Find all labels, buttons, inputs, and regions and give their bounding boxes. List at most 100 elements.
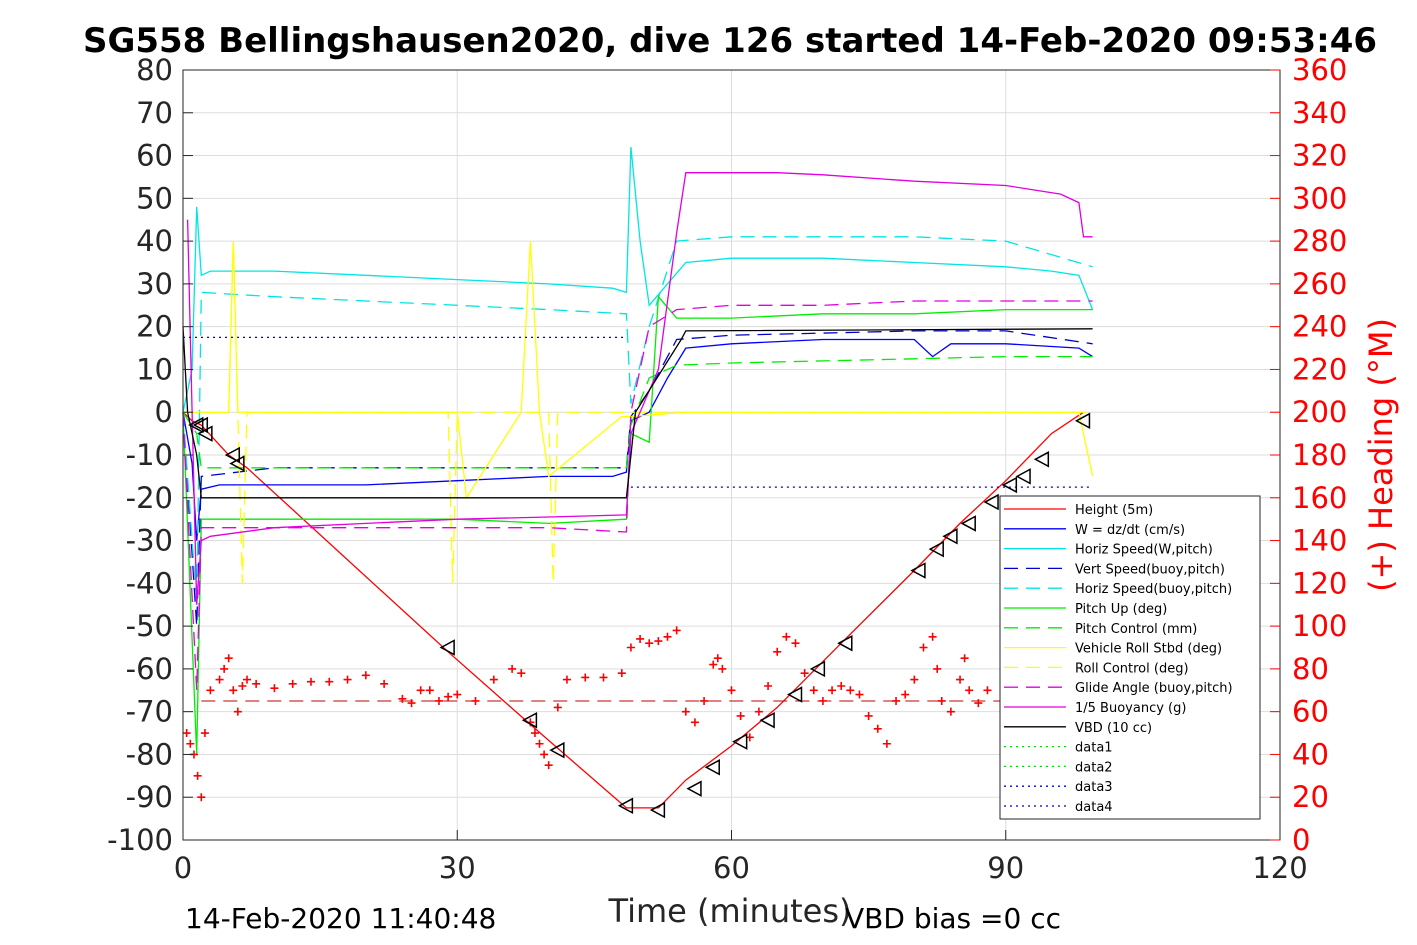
legend-label: Horiz Speed(buoy,pitch): [1075, 582, 1232, 597]
x-axis: 0 30 60 90 120: [174, 830, 1308, 885]
turn-marker: [188, 416, 204, 434]
y-right-tick-label: 240: [1292, 310, 1347, 344]
heading-point: [645, 639, 654, 648]
heading-point: [754, 707, 763, 716]
y-right-tick-label: 200: [1292, 395, 1347, 429]
x-tick-label: 120: [1252, 851, 1307, 885]
turn-marker: [942, 528, 958, 545]
legend-label: Pitch Control (mm): [1075, 622, 1197, 637]
heading-point: [855, 690, 864, 699]
x-tick-label: 30: [439, 851, 476, 885]
legend-label: Pitch Up (deg): [1075, 602, 1167, 617]
y-tick-label: -50: [126, 609, 173, 643]
heading-point: [361, 671, 370, 680]
turn-marker: [617, 797, 634, 815]
heading-point: [540, 750, 549, 759]
heading-point: [343, 675, 352, 684]
y-tick-label: -100: [107, 823, 173, 857]
heading-point: [809, 686, 818, 695]
x-tick-label: 60: [713, 851, 750, 885]
heading-point: [425, 686, 434, 695]
y-right-tick-label: 340: [1292, 96, 1347, 130]
turn-marker: [1074, 412, 1091, 430]
y-right-tick-label: 280: [1292, 224, 1347, 258]
heading-point: [773, 647, 782, 656]
y-right-tick-label: 140: [1292, 524, 1347, 558]
turn-marker: [910, 562, 926, 579]
turn-marker: [928, 540, 944, 558]
y-right-tick-label: 100: [1292, 609, 1347, 643]
heading-point: [197, 793, 206, 802]
heading-point: [562, 675, 571, 684]
turn-marker: [192, 416, 209, 434]
y-tick-label: 40: [136, 224, 173, 258]
series-layer: [182, 146, 1094, 809]
y-tick-label: 50: [136, 181, 173, 215]
right-axis-label: (+) Heading (°M): [1362, 318, 1400, 592]
legend-box: [999, 495, 1261, 820]
heading-point: [636, 634, 645, 643]
heading-point: [837, 682, 846, 690]
turn-marker: [1001, 476, 1018, 494]
legend-label: data4: [1075, 800, 1113, 815]
heading-point: [956, 675, 965, 684]
turn-marker: [439, 639, 455, 656]
y-tick-label: 20: [136, 310, 173, 344]
heading-point: [727, 686, 736, 695]
heading-point: [800, 669, 809, 678]
turn-marker: [1015, 468, 1031, 485]
y-right-tick-label: 20: [1292, 780, 1329, 814]
heading-point: [974, 699, 983, 708]
heading-point: [946, 707, 955, 716]
heading-point: [818, 696, 827, 705]
heading-point: [690, 718, 699, 727]
y-tick-label: 60: [136, 139, 173, 173]
y-tick-label: 80: [136, 53, 173, 87]
heading-point: [270, 684, 279, 693]
legend: Height (5m) W = dz/dt (cm/s) Horiz Speed(W…: [999, 495, 1261, 820]
heading-point: [530, 729, 539, 738]
y-right-tick-label: 0: [1292, 823, 1310, 857]
heading-point: [325, 677, 334, 686]
y-right-tick-label: 40: [1292, 737, 1329, 771]
heading-point: [681, 707, 690, 716]
heading-point: [782, 632, 791, 641]
footer-vbd-bias: VBD bias =0 cc: [845, 902, 1061, 935]
legend-label: data3: [1075, 780, 1113, 795]
heading-point: [535, 739, 544, 748]
turn-marker: [649, 801, 666, 819]
turn-marker: [983, 493, 999, 511]
heading-point: [182, 729, 191, 738]
y-tick-label: -90: [126, 780, 173, 814]
heading-point: [242, 675, 251, 684]
heading-point: [983, 686, 992, 695]
heading-point: [206, 686, 215, 695]
footer-timestamp: 14-Feb-2020 11:40:48: [185, 902, 496, 935]
turn-marker: [732, 733, 748, 750]
legend-label: Vehicle Roll Stbd (deg): [1075, 642, 1222, 657]
heading-point: [238, 682, 247, 690]
series-line-0: [182, 411, 1084, 809]
heading-point: [220, 664, 229, 673]
turn-marker: [837, 634, 853, 652]
turn-marker: [549, 741, 565, 759]
legend-label: data1: [1075, 741, 1113, 756]
heading-point: [873, 724, 882, 733]
y-tick-label: -20: [126, 481, 173, 515]
series-line-7: [183, 241, 1094, 500]
heading-point: [919, 643, 928, 652]
y-right-tick-label: 220: [1292, 352, 1347, 386]
turn-marker: [229, 455, 245, 472]
series-line-2: [182, 146, 1094, 413]
heading-point: [882, 739, 891, 748]
y-tick-label: -60: [126, 652, 173, 686]
legend-label: data2: [1075, 760, 1113, 775]
turn-marker: [686, 780, 702, 797]
y-right-tick-label: 180: [1292, 438, 1347, 472]
turn-marker: [704, 759, 720, 776]
turn-marker: [960, 515, 976, 532]
turn-marker: [1033, 451, 1050, 468]
y-tick-label: -10: [126, 438, 173, 472]
y-right-tick-label: 60: [1292, 695, 1329, 729]
heading-point: [718, 664, 727, 673]
